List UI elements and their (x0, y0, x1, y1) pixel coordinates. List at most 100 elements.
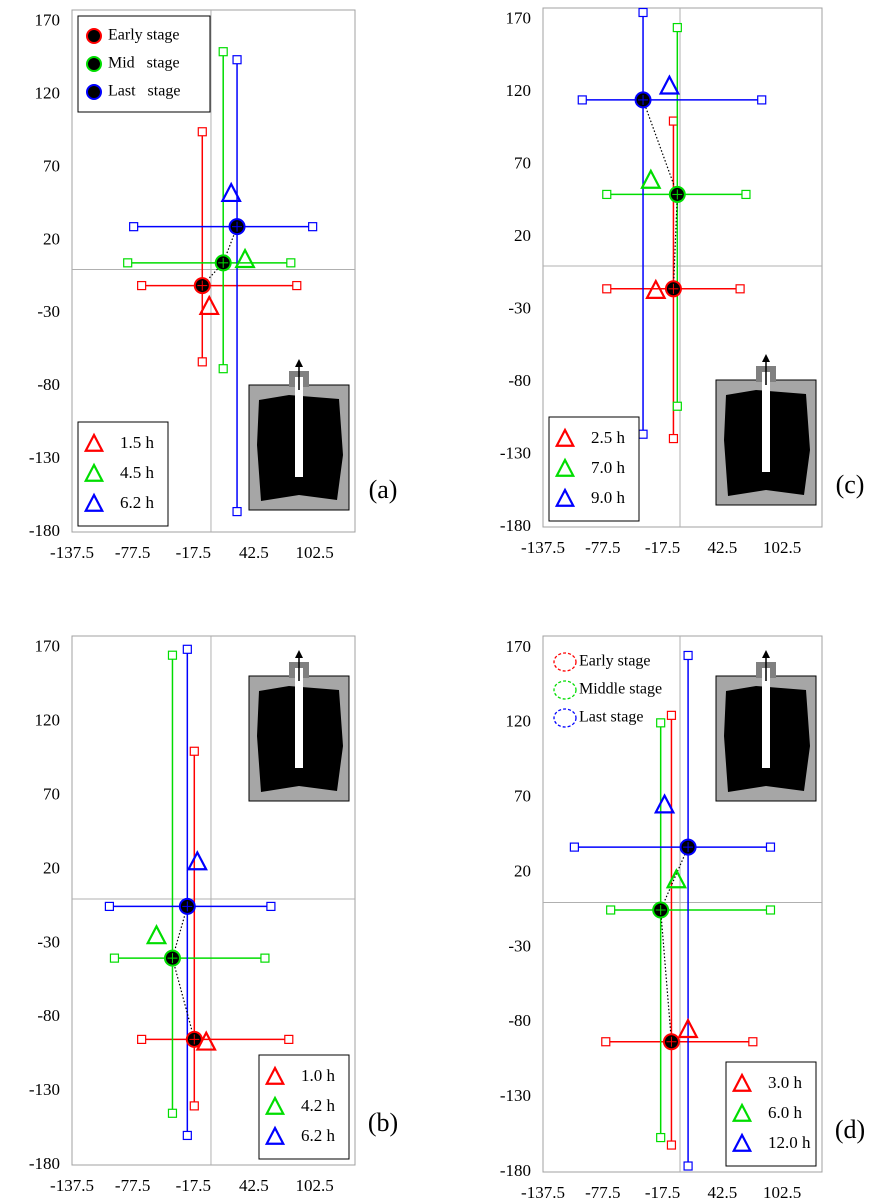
y-tick-label: 170 (506, 637, 532, 656)
x-tick-label: 42.5 (239, 543, 269, 562)
y-range-cap (638, 429, 648, 439)
x-range-cap (577, 95, 587, 105)
y-tick-label: -180 (500, 516, 531, 535)
x-range-cap (266, 901, 276, 912)
x-tick-label: 102.5 (763, 1183, 801, 1198)
panel: 170 120 70 20 -30 -80 -130 -180 -137.5 -77.5 -17.5… (29, 9, 397, 562)
inset-channel (762, 372, 770, 472)
legend-label: 1.0 h (301, 1066, 336, 1085)
y-tick-label: -80 (508, 371, 531, 390)
time-legend-frame (725, 1061, 817, 1167)
y-tick-label: -30 (508, 936, 531, 955)
legend-triangle (264, 1095, 286, 1115)
y-range-cap (656, 1132, 666, 1143)
legend-label: Mid stage (108, 55, 180, 72)
plot-frame (542, 635, 823, 1173)
time-legend-frame (77, 421, 169, 527)
y-range-cap (683, 1161, 693, 1171)
y-range-cap (668, 116, 679, 126)
legend-triangle (83, 432, 105, 452)
y-tick-label: -180 (29, 1154, 60, 1173)
y-tick-label: 120 (506, 81, 532, 100)
x-tick-label: 42.5 (707, 1183, 737, 1198)
y-tick-label: -130 (29, 448, 60, 467)
plot-frame (71, 635, 356, 1166)
y-tick-label: -80 (37, 1006, 60, 1025)
inset-channel (295, 668, 303, 768)
x-tick-label: 42.5 (707, 538, 737, 557)
x-range-cap (569, 842, 579, 852)
legend-label: 6.2 h (120, 493, 155, 512)
legend-triangle (83, 462, 105, 482)
x-range-cap (292, 280, 302, 291)
y-range-cap (683, 650, 693, 661)
y-range-cap (182, 1130, 192, 1141)
plot-frame (542, 7, 823, 528)
legend-triangle (731, 1132, 753, 1152)
legend-triangle (554, 427, 576, 447)
legend-label: 1.5 h (120, 433, 155, 452)
y-range-cap (666, 1140, 677, 1150)
plot-frame (71, 9, 356, 533)
legend-circle (553, 652, 577, 672)
y-tick-label: -80 (37, 375, 60, 394)
y-range-cap (232, 55, 242, 65)
time-legend-frame (548, 416, 640, 522)
x-range-cap (109, 953, 120, 963)
x-range-cap (137, 280, 147, 291)
x-tick-label: -17.5 (176, 543, 211, 562)
x-tick-label: -17.5 (645, 1183, 680, 1198)
panel-label: (d) (835, 1115, 865, 1144)
x-tick-label: -17.5 (645, 538, 680, 557)
inset-arrowhead (295, 359, 303, 367)
y-tick-label: -30 (37, 932, 60, 951)
x-tick-label: 102.5 (295, 1176, 333, 1195)
x-range-cap (765, 842, 776, 852)
x-range-cap (260, 953, 270, 963)
x-range-cap (308, 222, 318, 232)
y-range-cap (167, 1108, 178, 1118)
x-tick-label: -137.5 (50, 1176, 94, 1195)
inset-arrowhead (762, 354, 770, 362)
x-range-cap (601, 1037, 611, 1047)
time-marker (145, 923, 168, 945)
legend-label: 2.5 h (591, 428, 626, 447)
x-tick-label: -77.5 (585, 538, 620, 557)
y-range-cap (197, 357, 207, 367)
y-range-cap (672, 22, 682, 33)
x-range-cap (137, 1034, 147, 1044)
y-range-cap (656, 718, 666, 728)
time-marker (665, 868, 688, 889)
x-tick-label: -17.5 (176, 1176, 211, 1195)
legend-circle (86, 84, 102, 100)
legend-label: Early stage (579, 653, 651, 670)
y-range-cap (666, 710, 677, 720)
x-tick-label: 102.5 (763, 538, 801, 557)
y-tick-label: -180 (29, 521, 60, 540)
panel: 170 120 70 20 -30 -80 -130 -180 -137.5 -77.5 -17.5… (500, 7, 864, 557)
inset-arrowhead (762, 650, 770, 658)
y-range-cap (638, 7, 648, 18)
y-tick-label: -80 (508, 1011, 531, 1030)
y-tick-label: -180 (500, 1161, 531, 1180)
time-marker (220, 181, 242, 203)
y-range-cap (182, 644, 192, 654)
x-range-cap (757, 95, 767, 105)
legend-label: 12.0 h (768, 1133, 811, 1152)
time-marker (198, 294, 220, 316)
legend-label: Middle stage (579, 681, 662, 698)
time-marker (186, 850, 208, 871)
y-tick-label: 70 (43, 156, 60, 175)
legend-circle (553, 708, 577, 728)
time-marker (640, 168, 662, 189)
y-tick-label: -30 (37, 302, 60, 321)
legend-circle (86, 28, 102, 44)
inset-channel (295, 377, 303, 477)
legend-circle (553, 680, 577, 700)
x-range-cap (284, 1034, 294, 1044)
y-tick-label: 120 (35, 83, 61, 102)
x-range-cap (286, 258, 296, 268)
y-tick-label: 70 (43, 784, 60, 803)
